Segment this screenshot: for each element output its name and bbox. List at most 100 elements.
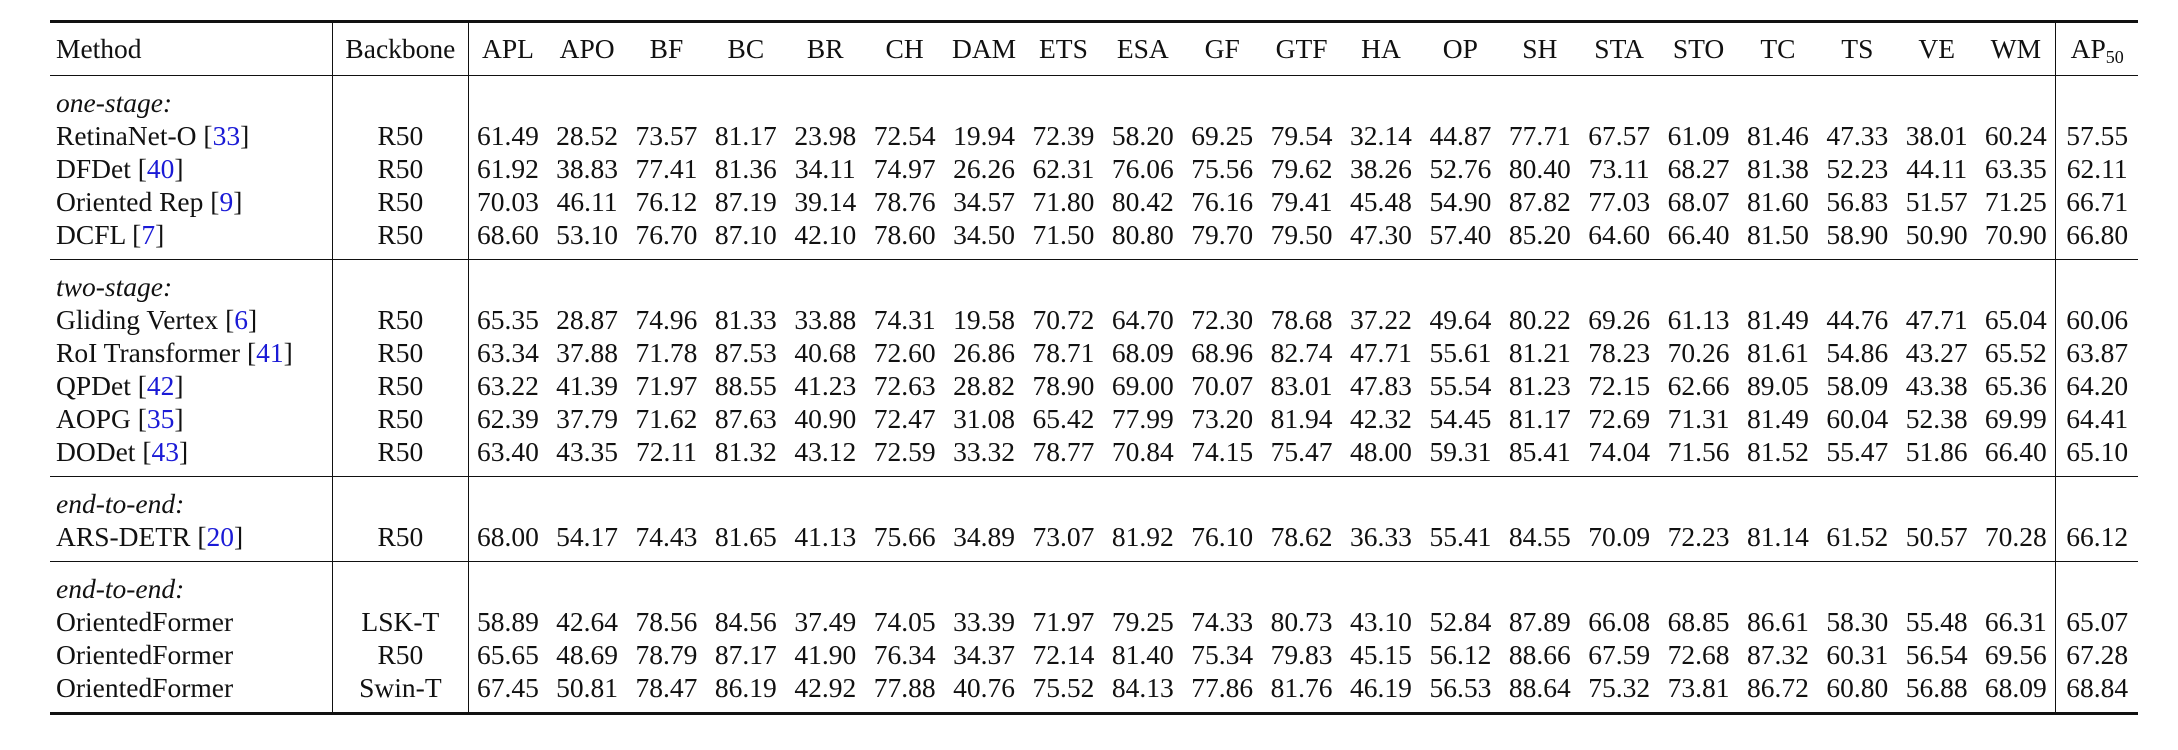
value-cell: 56.83 xyxy=(1826,186,1889,217)
value-cell: 37.88 xyxy=(556,337,619,368)
value-cell: 88.64 xyxy=(1508,672,1571,703)
group-label-backbone-empty xyxy=(332,561,469,605)
value-cell: 61.13 xyxy=(1667,304,1730,335)
value-cell: 60.80 xyxy=(1826,672,1889,703)
value-cell: 58.09 xyxy=(1826,370,1889,401)
value-cell: 37.22 xyxy=(1350,304,1412,335)
value-cell: 44.76 xyxy=(1826,304,1889,335)
value-cell: 44.11 xyxy=(1906,153,1968,184)
value-cell: 73.57 xyxy=(635,120,698,151)
citation-link[interactable]: 40 xyxy=(146,153,175,184)
value-cell: 54.45 xyxy=(1429,403,1492,434)
value-cell: 80.80 xyxy=(1111,219,1174,250)
value-cell: 65.42 xyxy=(1032,403,1095,434)
value-cell: 40.90 xyxy=(794,403,857,434)
value-cell: 78.79 xyxy=(635,639,698,670)
value-cell: 65.65 xyxy=(477,639,539,670)
group-label: end-to-end: xyxy=(56,488,185,519)
value-cell: 85.20 xyxy=(1508,219,1571,250)
value-cell: 70.84 xyxy=(1111,436,1174,467)
value-cell: 80.73 xyxy=(1270,606,1333,637)
group-label-ap-empty xyxy=(2055,476,2138,520)
value-cell: 75.52 xyxy=(1032,672,1095,703)
table-row: ARS-DETR [20] R50 68.00 54.17 74.43 81.65 41.1… xyxy=(50,520,2138,562)
category-header: OP xyxy=(1442,33,1478,64)
value-cell: 76.34 xyxy=(873,639,936,670)
value-cell: 58.89 xyxy=(477,606,539,637)
ap50-cell: 66.12 xyxy=(2055,520,2138,562)
value-cell: 76.70 xyxy=(635,219,698,250)
value-cell: 70.03 xyxy=(477,186,539,217)
category-header: GTF xyxy=(1275,33,1328,64)
citation-link[interactable]: 7 xyxy=(141,219,156,250)
value-cell: 66.40 xyxy=(1984,436,2047,467)
value-cell: 34.11 xyxy=(794,153,856,184)
value-cell: 41.23 xyxy=(794,370,857,401)
value-cell: 86.61 xyxy=(1747,606,1809,637)
value-cell: 42.10 xyxy=(794,219,857,250)
value-cell: 64.60 xyxy=(1588,219,1651,250)
backbone-cell: R50 xyxy=(332,369,469,402)
category-header: ETS xyxy=(1038,33,1088,64)
citation-link[interactable]: 41 xyxy=(256,337,284,368)
value-cell: 43.35 xyxy=(556,436,619,467)
method-name-cell: DCFL [7] xyxy=(56,219,165,250)
value-cell: 64.70 xyxy=(1111,304,1174,335)
citation-link[interactable]: 6 xyxy=(234,304,248,335)
citation-link[interactable]: 20 xyxy=(206,521,235,552)
value-cell: 52.23 xyxy=(1826,153,1889,184)
category-header: GF xyxy=(1204,33,1240,64)
category-header: APO xyxy=(559,33,615,64)
value-cell: 71.50 xyxy=(1032,219,1095,250)
citation-link[interactable]: 33 xyxy=(212,120,241,151)
ap50-cell: 64.20 xyxy=(2055,369,2138,402)
value-cell: 28.52 xyxy=(556,120,619,151)
value-cell: 72.59 xyxy=(873,436,936,467)
value-cell: 75.32 xyxy=(1588,672,1651,703)
value-cell: 69.00 xyxy=(1111,370,1174,401)
value-cell: 81.14 xyxy=(1747,521,1809,552)
value-cell: 81.23 xyxy=(1508,370,1571,401)
value-cell: 62.31 xyxy=(1032,153,1095,184)
value-cell: 41.90 xyxy=(794,639,857,670)
citation-link[interactable]: 42 xyxy=(146,370,175,401)
value-cell: 32.14 xyxy=(1350,120,1412,151)
method-name: ARS-DETR xyxy=(56,521,191,552)
category-header: CH xyxy=(885,33,924,64)
value-cell: 87.17 xyxy=(714,639,777,670)
value-cell: 87.63 xyxy=(714,403,777,434)
citation-link[interactable]: 35 xyxy=(146,403,175,434)
category-header: SH xyxy=(1522,33,1558,64)
citation-link[interactable]: 9 xyxy=(219,186,234,217)
value-cell: 76.10 xyxy=(1191,521,1254,552)
method-name-cell: OrientedFormer xyxy=(50,638,333,671)
group-label-row: two-stage: xyxy=(50,259,2138,303)
backbone-cell: R50 xyxy=(332,303,469,336)
citation-link[interactable]: 43 xyxy=(151,436,179,467)
group-label-ap-empty xyxy=(2055,561,2138,605)
value-cell: 46.11 xyxy=(556,186,618,217)
value-cell: 79.62 xyxy=(1270,153,1333,184)
value-cell: 73.07 xyxy=(1032,521,1095,552)
value-cell: 56.12 xyxy=(1429,639,1492,670)
value-cell: 54.17 xyxy=(556,521,619,552)
value-cell: 87.53 xyxy=(714,337,777,368)
value-cell: 88.55 xyxy=(714,370,777,401)
category-header: TS xyxy=(1841,33,1874,64)
value-cell: 66.31 xyxy=(1984,606,2047,637)
value-cell: 74.97 xyxy=(873,153,936,184)
value-cell: 81.52 xyxy=(1747,436,1809,467)
value-cell: 81.33 xyxy=(714,304,777,335)
value-cell: 43.10 xyxy=(1350,606,1412,637)
value-cell: 79.25 xyxy=(1111,606,1174,637)
ap50-header: AP50 xyxy=(2055,21,2138,76)
value-cell: 77.71 xyxy=(1508,120,1571,151)
ap50-cell: 64.41 xyxy=(2055,402,2138,435)
value-cell: 81.21 xyxy=(1508,337,1571,368)
method-name-cell: QPDet [42] xyxy=(56,370,184,401)
value-cell: 69.26 xyxy=(1588,304,1651,335)
group-label: two-stage: xyxy=(56,271,173,302)
value-cell: 53.10 xyxy=(556,219,619,250)
method-name: DCFL xyxy=(56,219,126,250)
value-cell: 46.19 xyxy=(1350,672,1412,703)
